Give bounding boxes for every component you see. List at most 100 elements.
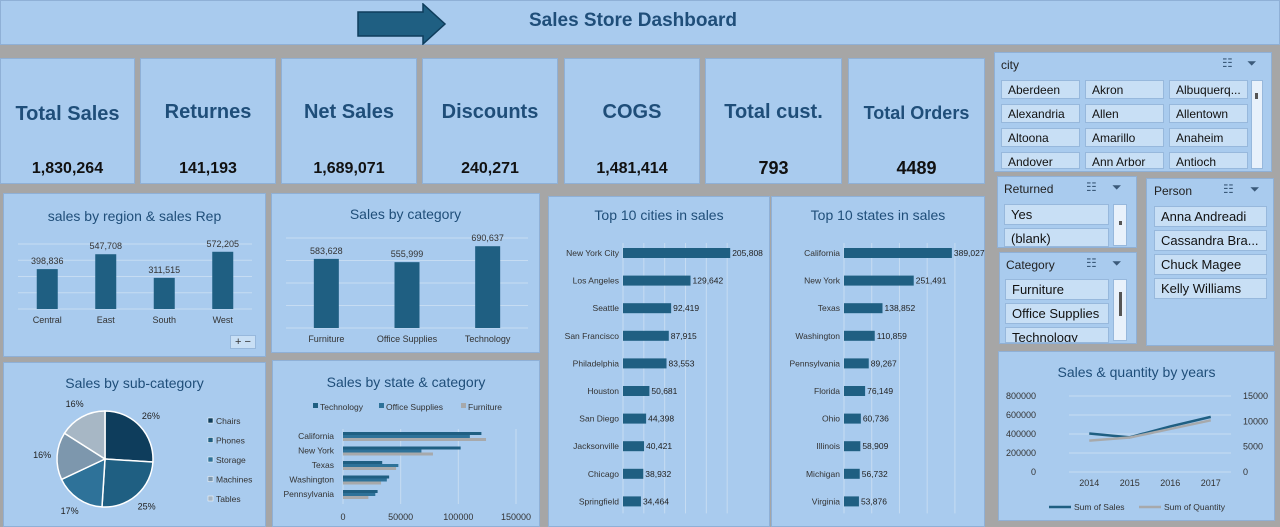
slicer-title: Person bbox=[1154, 184, 1193, 198]
data-label: 53,876 bbox=[861, 496, 887, 506]
pie-slice bbox=[60, 457, 106, 508]
slicer-item[interactable]: Cassandra Bra... bbox=[1154, 230, 1267, 251]
bar bbox=[343, 432, 482, 435]
slicer-item[interactable]: (blank) bbox=[1004, 228, 1109, 247]
chart-title: Sales by sub-category bbox=[65, 375, 204, 391]
filter-clear-icon[interactable]: ⏷ bbox=[1112, 256, 1122, 270]
bar bbox=[343, 496, 369, 499]
data-label: 83,553 bbox=[669, 358, 695, 368]
slicer-item[interactable]: Allentown bbox=[1169, 104, 1248, 123]
bar bbox=[623, 303, 672, 314]
tick-label: 200000 bbox=[1006, 448, 1036, 458]
slicer-item[interactable]: Andover bbox=[1001, 152, 1080, 169]
cities-chart: New York City 205,808 Los Angeles 129,642 Se… bbox=[565, 243, 763, 514]
kpi-label: Discounts bbox=[441, 101, 539, 123]
data-label: 547,708 bbox=[89, 241, 122, 251]
slicer-item[interactable]: Furniture bbox=[1005, 279, 1109, 300]
legend-label: Storage bbox=[216, 455, 246, 465]
states-chart-panel: Top 10 states in sales California 389,027… bbox=[771, 196, 985, 527]
kpi-total-orders: Total Orders 4489 bbox=[848, 58, 985, 184]
multi-select-icon[interactable]: ☷ bbox=[1223, 182, 1234, 196]
bar bbox=[343, 475, 390, 479]
data-label: 16% bbox=[66, 399, 84, 409]
slicer-item[interactable]: Technology bbox=[1005, 327, 1109, 343]
scrollbar[interactable] bbox=[1113, 279, 1127, 341]
slicer-title: city bbox=[1001, 58, 1019, 72]
tick-label: 2016 bbox=[1160, 478, 1180, 488]
bar bbox=[36, 269, 58, 309]
filter-clear-icon[interactable]: ⏷ bbox=[1250, 182, 1260, 196]
kpi-value: 1,830,264 bbox=[31, 160, 104, 177]
data-label: 398,836 bbox=[31, 256, 64, 266]
legend-label: Furniture bbox=[468, 402, 502, 412]
bar bbox=[212, 251, 234, 309]
slicer-item[interactable]: Aberdeen bbox=[1001, 80, 1080, 99]
kpi-value: 141,193 bbox=[179, 160, 237, 177]
slicer-item[interactable]: Ann Arbor bbox=[1085, 152, 1164, 169]
tick-label: New York bbox=[804, 276, 841, 286]
data-label: 34,464 bbox=[643, 496, 669, 506]
slicer-item[interactable]: Office Supplies bbox=[1005, 303, 1109, 324]
slicer-item[interactable]: Anaheim bbox=[1169, 128, 1248, 147]
data-label: 58,909 bbox=[862, 441, 888, 451]
subcategory-chart: 26% Chairs 25% Phones 17% Storage 16% Machines 1… bbox=[33, 399, 252, 516]
scrollbar[interactable] bbox=[1113, 204, 1127, 246]
legend-label: Sum of Quantity bbox=[1164, 502, 1226, 512]
tick-label: Texas bbox=[312, 460, 334, 470]
slicer-item[interactable]: Albuquerq... bbox=[1169, 80, 1248, 99]
filter-clear-icon[interactable]: ⏷ bbox=[1112, 180, 1122, 194]
tick-label: Illinois bbox=[816, 441, 840, 451]
bar bbox=[844, 330, 875, 341]
series-line bbox=[1089, 419, 1212, 442]
legend-swatch bbox=[207, 495, 214, 502]
multi-select-icon[interactable]: ☷ bbox=[1222, 56, 1233, 70]
kpi-net-sales: Net Sales 1,689,071 bbox=[281, 58, 417, 184]
tick-label: Washington bbox=[795, 331, 840, 341]
tick-label: Technology bbox=[465, 334, 511, 344]
slicer-item[interactable]: Anna Andreadi bbox=[1154, 206, 1267, 227]
tick-label: California bbox=[804, 248, 840, 258]
filter-clear-icon[interactable]: ⏷ bbox=[1247, 56, 1257, 70]
tick-label: West bbox=[213, 315, 234, 325]
slicer-item[interactable]: Alexandria bbox=[1001, 104, 1080, 123]
expand-collapse-button[interactable]: + − bbox=[230, 335, 256, 349]
kpi-label: Total cust. bbox=[724, 101, 823, 123]
tick-label: 150000 bbox=[501, 512, 531, 522]
chart-title: Top 10 cities in sales bbox=[594, 207, 724, 223]
tick-label: Texas bbox=[818, 303, 840, 313]
multi-select-icon[interactable]: ☷ bbox=[1086, 256, 1097, 270]
years-chart-panel: Sales & quantity by years 800000 600000 40… bbox=[998, 351, 1275, 521]
tick-label: Philadelphia bbox=[573, 358, 620, 368]
kpi-value: 240,271 bbox=[461, 160, 519, 177]
chart-title: Sales by state & category bbox=[326, 374, 486, 390]
scrollbar[interactable] bbox=[1251, 80, 1263, 169]
tick-label: East bbox=[97, 315, 116, 325]
slicer-item[interactable]: Akron bbox=[1085, 80, 1164, 99]
person-slicer: Person ☷ ⏷ Anna Andreadi Cassandra Bra..… bbox=[1146, 178, 1274, 346]
multi-select-icon[interactable]: ☷ bbox=[1086, 180, 1097, 194]
pie-slice bbox=[101, 458, 154, 508]
chart-title: Sales & quantity by years bbox=[1057, 364, 1216, 380]
data-label: 129,642 bbox=[693, 276, 724, 286]
slicer-item[interactable]: Allen bbox=[1085, 104, 1164, 123]
data-label: 38,932 bbox=[645, 469, 671, 479]
bar bbox=[475, 246, 501, 328]
data-label: 40,421 bbox=[646, 441, 672, 451]
bar bbox=[623, 496, 641, 507]
slicer-item[interactable]: Kelly Williams bbox=[1154, 278, 1267, 299]
bar bbox=[343, 481, 382, 485]
kpi-discounts: Discounts 240,271 bbox=[422, 58, 558, 184]
bar bbox=[313, 258, 339, 328]
slicer-item[interactable]: Amarillo bbox=[1085, 128, 1164, 147]
data-label: 56,732 bbox=[862, 469, 888, 479]
slicer-item[interactable]: Antioch bbox=[1169, 152, 1248, 169]
tick-label: San Francisco bbox=[565, 331, 620, 341]
bar bbox=[343, 449, 422, 453]
legend-swatch bbox=[207, 456, 214, 463]
bar bbox=[623, 275, 691, 286]
slicer-item[interactable]: Altoona bbox=[1001, 128, 1080, 147]
slicer-item[interactable]: Yes bbox=[1004, 204, 1109, 225]
slicer-item[interactable]: Chuck Magee bbox=[1154, 254, 1267, 275]
tick-label: 600000 bbox=[1006, 410, 1036, 420]
legend-label: Phones bbox=[216, 436, 245, 446]
